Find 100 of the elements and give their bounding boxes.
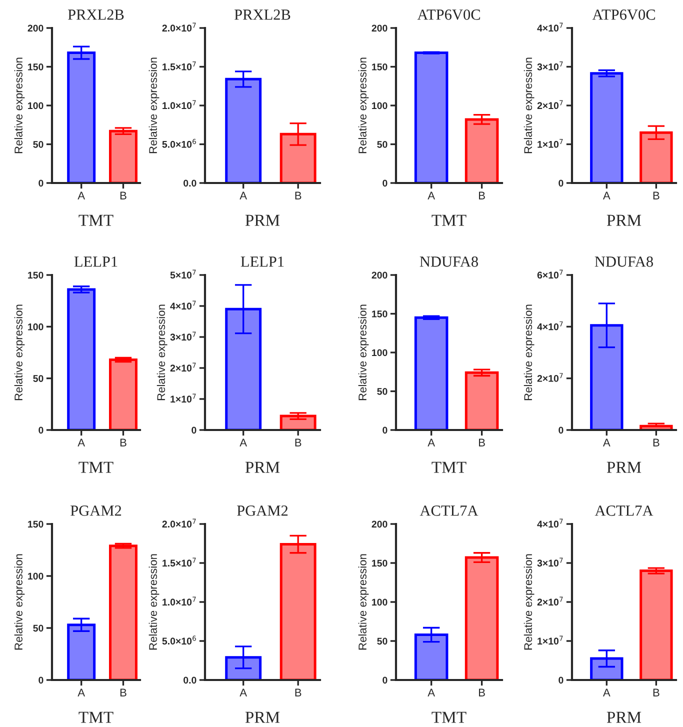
x-tick-label: A [602,192,610,200]
x-tick-label: B [120,192,126,200]
x-tick-label: B [479,688,485,696]
y-tick-label: 100 [372,102,388,110]
y-tick-label: 6×10$^{7}$ [537,270,563,279]
y-tick-label: 150 [28,272,44,279]
x-tick-label: A [78,192,86,200]
x-tick-label: B [479,192,485,200]
y-tick-label: 150 [372,63,388,70]
chart-title: NDUFA8 [594,256,653,267]
x-axis-title: TMT [78,214,114,226]
y-tick-label: 200 [372,520,388,528]
x-axis-title: PRM [245,712,280,723]
y-tick-label: 4×10$^{7}$ [537,321,563,330]
y-tick-label: 50 [33,624,44,632]
y-tick-label: 3×10$^{7}$ [537,62,563,70]
y-tick-label: 0 [38,426,44,434]
y-tick-label: 2×10$^{7}$ [170,362,196,372]
y-tick-label: 50 [377,140,388,148]
x-tick-label: B [653,438,660,446]
y-axis-title: Relative expression [148,58,160,154]
x-tick-label: A [428,688,436,696]
y-tick-label: 200 [372,24,388,32]
chart-title: NDUFA8 [420,256,478,267]
y-tick-label: 50 [33,375,44,382]
y-axis-title: Relative expression [14,554,25,650]
x-axis-title: TMT [78,712,114,723]
y-tick-label: 5×10$^{7}$ [170,270,196,279]
y-axis-title: Relative expression [524,304,534,400]
y-tick-label: 4×10$^{7}$ [170,300,196,310]
y-tick-label: 1×10$^{7}$ [538,139,563,148]
y-tick-label: 50 [33,140,44,148]
x-tick-label: A [240,688,248,696]
chart-title: ATP6V0C [417,10,480,20]
y-axis-title: Relative expression [524,58,534,154]
y-tick-label: 2×10$^{7}$ [537,596,563,606]
y-tick-label: 100 [372,349,388,356]
y-tick-label: 0.0 [184,180,196,187]
y-tick-label: 1.0×10$^{7}$ [162,100,196,110]
y-tick-label: 3×10$^{7}$ [537,558,563,567]
y-tick-label: 0 [558,676,564,684]
y-tick-label: 4×10$^{7}$ [537,518,563,528]
y-tick-label: 2.0×10$^{7}$ [162,518,196,528]
y-tick-label: 5.0×10$^{6}$ [162,138,196,148]
y-tick-label: 200 [28,24,44,32]
x-tick-label: B [479,438,485,446]
chart-title: PGAM2 [237,506,288,516]
x-tick-label: A [602,688,610,696]
chart-title: ACTL7A [420,506,478,516]
chart-title: PGAM2 [70,506,122,516]
y-axis-title: Relative expression [358,58,369,154]
x-tick-label: B [295,688,302,696]
y-axis-title: Relative expression [156,304,168,400]
y-axis-title: Relative expression [358,304,369,400]
y-tick-label: 1×10$^{7}$ [170,394,196,403]
y-tick-label: 50 [377,388,388,395]
y-tick-label: 2×10$^{7}$ [537,373,563,382]
y-tick-label: 100 [28,572,44,580]
y-axis-title: Relative expression [14,58,25,154]
y-tick-label: 0 [382,676,388,684]
y-tick-label: 150 [28,63,44,70]
x-tick-label: B [653,192,660,200]
y-tick-label: 0 [558,180,564,187]
x-tick-label: A [602,438,610,446]
y-tick-label: 2.0×10$^{7}$ [162,22,196,32]
x-axis-title: TMT [432,214,466,226]
x-axis-title: TMT [432,462,466,473]
x-tick-label: A [240,192,248,200]
y-tick-label: 100 [372,598,388,606]
y-axis-title: Relative expression [524,554,534,650]
chart-title: ATP6V0C [592,10,655,20]
y-axis-title: Relative expression [14,304,25,400]
y-tick-label: 0 [382,180,388,187]
x-axis-title: PRM [245,462,280,473]
chart-title: LELP1 [240,256,284,267]
y-tick-label: 0 [382,426,388,434]
y-tick-label: 50 [377,638,388,645]
y-tick-label: 100 [28,323,44,330]
x-tick-label: B [295,438,302,446]
y-tick-label: 150 [28,520,44,528]
y-tick-label: 0 [192,426,196,434]
x-axis-title: PRM [606,712,642,723]
y-tick-label: 0 [558,426,564,434]
x-tick-label: A [428,438,436,446]
x-tick-label: A [428,192,436,200]
x-tick-label: A [78,438,86,446]
y-tick-label: 2×10$^{7}$ [537,100,563,110]
x-axis-title: PRM [606,462,642,473]
y-tick-label: 100 [28,102,44,110]
x-tick-label: B [120,688,126,696]
chart-title: ACTL7A [594,506,654,516]
x-axis-title: TMT [78,462,114,473]
x-axis-title: PRM [606,214,642,226]
y-tick-label: 200 [372,272,388,279]
y-tick-label: 1.5×10$^{7}$ [162,62,196,70]
y-tick-label: 0 [38,676,44,684]
y-axis-title: Relative expression [148,554,160,650]
x-tick-label: B [295,192,302,200]
x-axis-title: PRM [245,214,280,226]
x-axis-title: TMT [432,712,466,723]
